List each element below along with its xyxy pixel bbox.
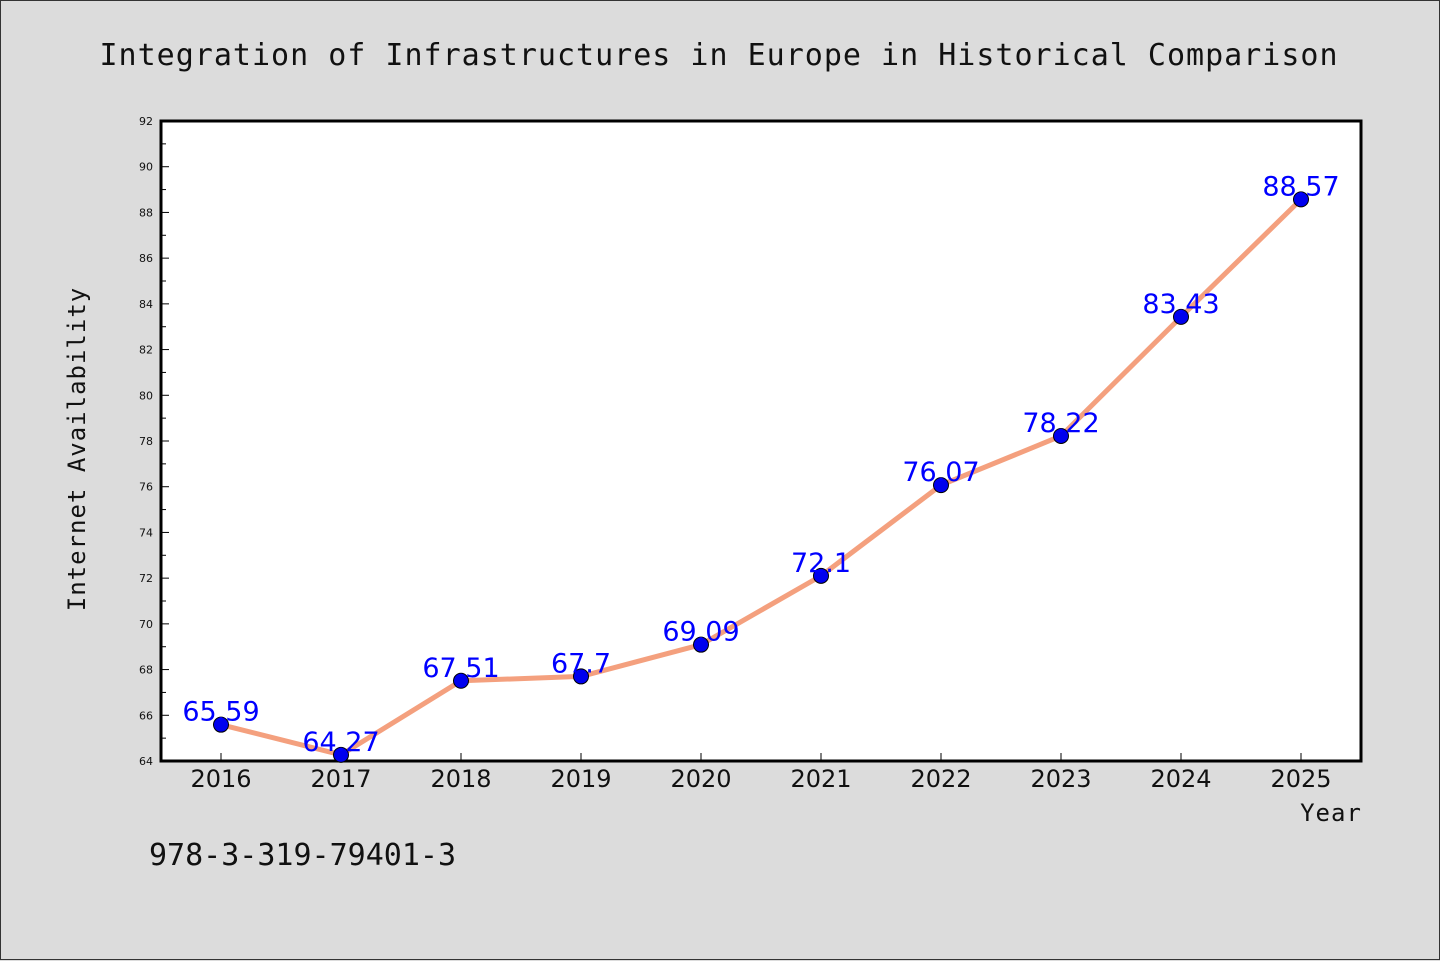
data-label: 72.1 xyxy=(791,548,851,579)
data-point xyxy=(333,746,349,763)
isbn-footer: 978-3-319-79401-3 xyxy=(149,838,456,873)
data-label: 67.51 xyxy=(422,653,499,684)
y-tick-label: 84 xyxy=(139,298,153,311)
y-axis-title: Internet Availability xyxy=(63,287,91,611)
x-tick-label: 2016 xyxy=(190,765,251,793)
data-point xyxy=(1053,427,1069,444)
x-tick-label: 2020 xyxy=(670,765,731,793)
y-tick-label: 64 xyxy=(139,755,153,768)
data-label: 64.27 xyxy=(302,727,379,758)
x-tick-label: 2021 xyxy=(790,765,851,793)
data-point xyxy=(453,672,469,689)
x-axis: 2016 2017 2018 2019 2020 2021 2022 2023 2024 2025 xyxy=(190,753,1332,793)
y-tick-label: 78 xyxy=(139,435,153,448)
data-point xyxy=(1173,308,1189,325)
y-tick-label: 80 xyxy=(139,389,153,402)
series-line xyxy=(218,196,1304,758)
y-tick-label: 90 xyxy=(139,161,153,174)
data-point xyxy=(933,477,949,494)
y-tick-label: 76 xyxy=(139,481,153,494)
data-labels: 65.59 64.27 67.51 67.7 69.09 72.1 76.07 78.22 83… xyxy=(182,171,1339,757)
y-tick-label: 68 xyxy=(139,664,153,677)
plot-area xyxy=(159,119,1363,763)
y-tick-label: 70 xyxy=(139,618,153,631)
x-tick-label: 2022 xyxy=(910,765,971,793)
x-tick-label: 2017 xyxy=(310,765,371,793)
data-label: 76.07 xyxy=(902,457,979,488)
data-label: 67.7 xyxy=(551,648,611,679)
x-tick-label: 2025 xyxy=(1270,765,1331,793)
data-series xyxy=(213,191,1309,763)
data-label: 69.09 xyxy=(662,617,739,648)
x-tick-label: 2024 xyxy=(1150,765,1211,793)
data-point xyxy=(573,668,589,685)
x-tick-label: 2023 xyxy=(1030,765,1091,793)
data-label: 78.22 xyxy=(1022,408,1099,439)
y-tick-label: 74 xyxy=(139,526,153,539)
data-point xyxy=(693,636,709,653)
x-axis-title: Year xyxy=(1300,799,1362,827)
y-tick-label: 82 xyxy=(139,344,153,357)
y-tick-label: 86 xyxy=(139,252,153,265)
data-point xyxy=(813,567,829,584)
data-point xyxy=(1293,191,1309,208)
data-label: 65.59 xyxy=(182,697,259,728)
x-tick-label: 2018 xyxy=(430,765,491,793)
y-axis: 64 66 68 70 72 74 76 78 80 82 84 86 88 90 92 xyxy=(139,115,169,768)
y-tick-label: 72 xyxy=(139,572,153,585)
data-label: 83.43 xyxy=(1142,289,1219,320)
chart-title: Integration of Infrastructures in Europe… xyxy=(100,38,1339,73)
data-point xyxy=(213,716,229,733)
y-tick-label: 92 xyxy=(139,115,153,128)
y-tick-label: 66 xyxy=(139,709,153,722)
y-tick-label: 88 xyxy=(139,206,153,219)
x-tick-label: 2019 xyxy=(550,765,611,793)
data-label: 88.57 xyxy=(1262,171,1339,202)
